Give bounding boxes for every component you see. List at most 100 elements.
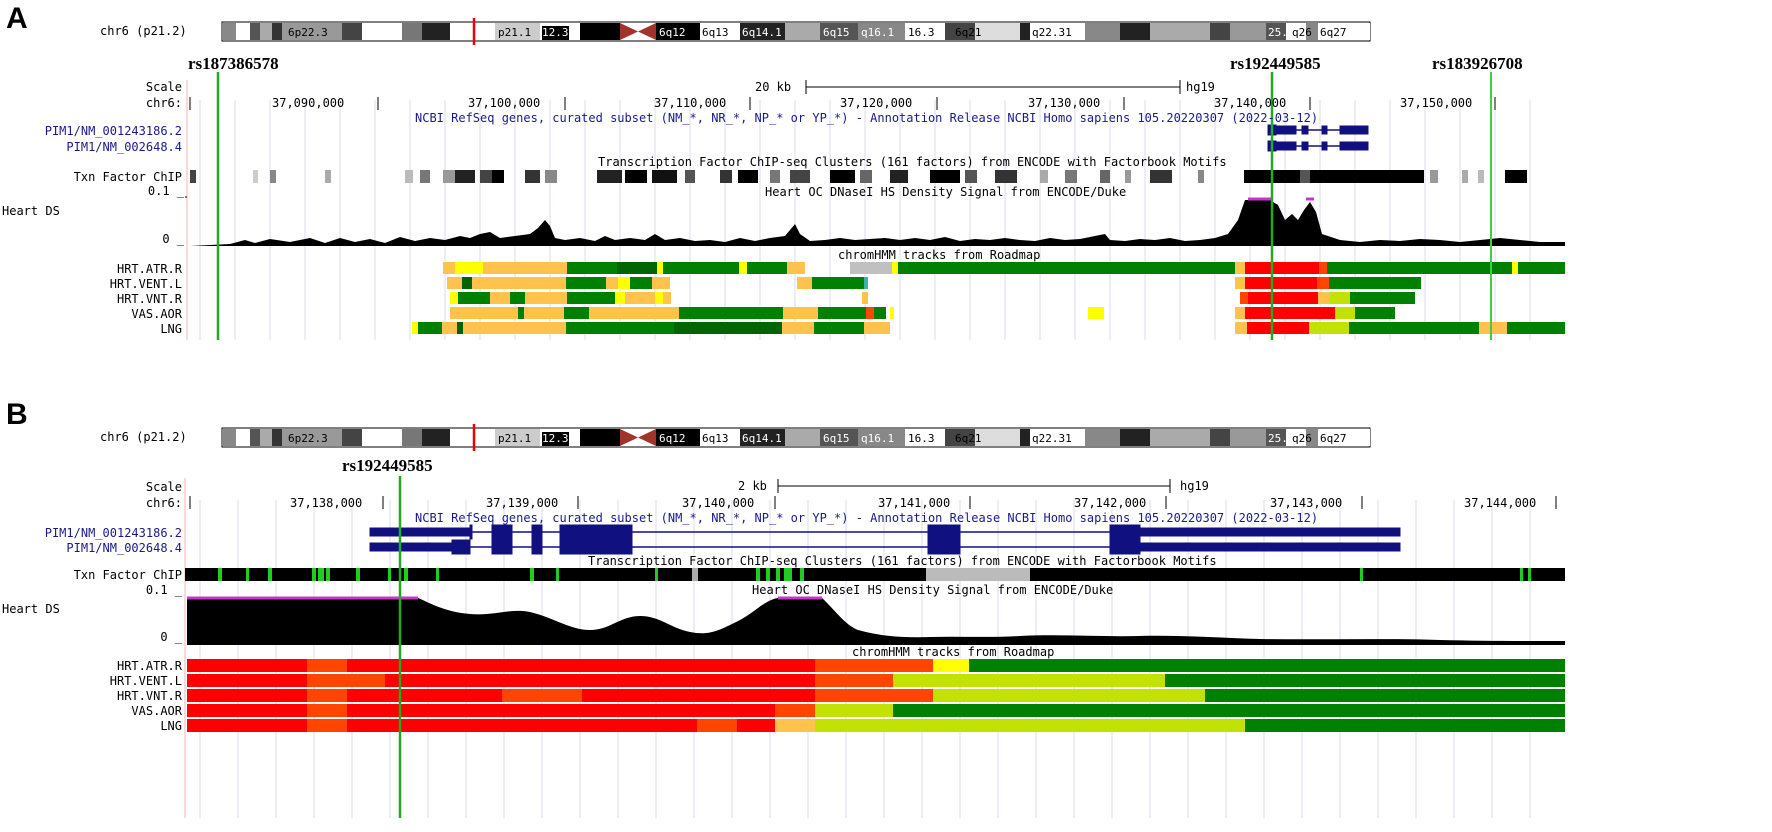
y-axis-max-label: 0.1 _ — [147, 184, 184, 198]
chromhmm-row-hrt-atr-r[interactable] — [187, 659, 1565, 672]
band-label: q26 — [1292, 26, 1312, 39]
tfchip-track-label[interactable]: Txn Factor ChIP — [73, 568, 182, 582]
assembly-label: hg19 — [1186, 80, 1215, 94]
band-label: 12.3 — [542, 26, 569, 40]
tissue-label-hrt-vent-l[interactable]: HRT.VENT.L — [109, 674, 182, 688]
tfchip-track[interactable] — [190, 170, 1527, 183]
band-label: 6q27 — [1320, 26, 1347, 39]
band-label: q16.1 — [861, 26, 895, 39]
band-label: 6p22.3 — [288, 26, 328, 39]
scale-bar — [805, 80, 1181, 94]
heart-ds-track[interactable] — [187, 596, 1565, 645]
tissue-label-vas-aor[interactable]: VAS.AOR — [131, 307, 182, 321]
snp-label-rs192449585: rs192449585 — [1230, 54, 1321, 73]
axis-ticks — [189, 496, 1557, 509]
chromhmm-row-vas-aor[interactable] — [187, 704, 1565, 717]
snp-label-rs192449585: rs192449585 — [342, 456, 433, 475]
chromhmm-row-hrt-vnt-r[interactable] — [187, 689, 1565, 702]
band-label: 6q13 — [702, 26, 729, 39]
band-label: 6q14.1 — [742, 26, 782, 39]
band-label: 6q27 — [1320, 432, 1347, 445]
chromhmm-row-vas-aor[interactable] — [450, 307, 1395, 319]
tissue-label-hrt-vnt-r[interactable]: HRT.VNT.R — [116, 689, 182, 703]
axis-tick-label: 37,138,000 — [290, 496, 363, 510]
y-axis-min-label: 0 _ — [162, 232, 184, 246]
heart-track-label[interactable]: Heart DS — [2, 602, 60, 616]
chrom-axis-label: chr6: — [145, 96, 182, 110]
heart-ds-track[interactable] — [185, 196, 1565, 246]
axis-ticks — [189, 97, 1496, 110]
scale-value: 2 kb — [738, 479, 767, 493]
axis-tick-label: 37,090,000 — [272, 96, 345, 110]
scale-value: 20 kb — [755, 80, 792, 94]
band-label: 6q15 — [823, 26, 850, 39]
band-label: 6q21 — [955, 432, 982, 445]
band-label: 6q12 — [659, 26, 686, 39]
band-label: 6q12 — [659, 432, 686, 445]
axis-tick-label: 37,140,000 — [1214, 96, 1287, 110]
axis-tick-label: 37,144,000 — [1464, 496, 1537, 510]
band-label: 6p22.3 — [288, 432, 328, 445]
tissue-label-lng[interactable]: LNG — [160, 719, 182, 733]
heart-track-title: Heart OC DNaseI HS Density Signal from E… — [765, 185, 1127, 199]
refseq-track-title: NCBI RefSeq genes, curated subset (NM_*,… — [415, 111, 1319, 125]
axis-tick-label: 37,110,000 — [654, 96, 727, 110]
axis-tick-label: 37,120,000 — [840, 96, 913, 110]
band-label: 16.3 — [908, 432, 935, 445]
scale-bar — [777, 479, 1171, 493]
tissue-label-hrt-atr-r[interactable]: HRT.ATR.R — [116, 659, 182, 673]
chromhmm-row-lng[interactable] — [187, 719, 1565, 732]
band-label: 6q21 — [955, 26, 982, 39]
tfchip-track-title: Transcription Factor ChIP-seq Clusters (… — [598, 155, 1227, 169]
band-label: p21.1 — [498, 26, 532, 39]
axis-tick-label: 37,150,000 — [1400, 96, 1473, 110]
panel-letter: B — [6, 398, 28, 431]
assembly-label: hg19 — [1180, 479, 1209, 493]
band-label: 12.3 — [542, 432, 569, 446]
tissue-label-hrt-vnt-r[interactable]: HRT.VNT.R — [116, 292, 182, 306]
axis-tick-label: 37,141,000 — [878, 496, 951, 510]
gene-label-nm-002648[interactable]: PIM1/NM_002648.4 — [66, 140, 182, 154]
gene-label-nm-002648[interactable]: PIM1/NM_002648.4 — [66, 541, 182, 555]
band-label: 6q15 — [823, 432, 850, 445]
axis-tick-label: 37,140,000 — [682, 496, 755, 510]
tissue-label-hrt-vent-l[interactable]: HRT.VENT.L — [109, 277, 182, 291]
tissue-label-vas-aor[interactable]: VAS.AOR — [131, 704, 182, 718]
band-label: q16.1 — [861, 432, 895, 445]
chromosome-ideogram[interactable] — [221, 424, 1371, 451]
gene-model-pim1-a[interactable] — [369, 524, 1401, 540]
tfchip-track-title: Transcription Factor ChIP-seq Clusters (… — [588, 554, 1217, 568]
panel-letter: A — [6, 2, 28, 35]
band-label: 25.3 — [1268, 26, 1295, 39]
chromosome-ideogram[interactable] — [221, 18, 1371, 45]
tissue-label-lng[interactable]: LNG — [160, 322, 182, 336]
ideogram-label: chr6 (p21.2) — [100, 430, 187, 444]
chromhmm-row-lng[interactable] — [412, 322, 1565, 334]
gene-model-pim1-b[interactable] — [369, 539, 1401, 555]
chromhmm-row-hrt-atr-r[interactable] — [443, 262, 1565, 274]
gene-label-nm-001243186[interactable]: PIM1/NM_001243186.2 — [44, 526, 182, 540]
axis-tick-label: 37,130,000 — [1028, 96, 1101, 110]
band-label: q22.31 — [1032, 26, 1072, 39]
tissue-label-hrt-atr-r[interactable]: HRT.ATR.R — [116, 262, 182, 276]
scale-label: Scale — [145, 480, 182, 494]
band-label: 6q13 — [702, 432, 729, 445]
tfchip-track-label[interactable]: Txn Factor ChIP — [73, 170, 182, 184]
y-axis-max-label: 0.1 _ — [145, 583, 182, 597]
refseq-track-title: NCBI RefSeq genes, curated subset (NM_*,… — [415, 511, 1319, 525]
axis-tick-label: 37,139,000 — [486, 496, 559, 510]
chromhmm-track-title: chromHMM tracks from Roadmap — [852, 645, 1055, 659]
chromhmm-row-hrt-vnt-r[interactable] — [450, 292, 1415, 304]
heart-track-label[interactable]: Heart DS — [2, 204, 60, 218]
snp-label-rs183926708: rs183926708 — [1432, 54, 1523, 73]
band-label: 25.3 — [1268, 432, 1295, 445]
heart-track-title: Heart OC DNaseI HS Density Signal from E… — [752, 583, 1114, 597]
gene-label-nm-001243186[interactable]: PIM1/NM_001243186.2 — [44, 124, 182, 138]
tfchip-track[interactable] — [185, 568, 1565, 581]
snp-label-rs187386578: rs187386578 — [188, 54, 279, 73]
chrom-axis-label: chr6: — [145, 496, 182, 510]
chromhmm-row-hrt-vent-l[interactable] — [187, 674, 1565, 687]
chromhmm-row-hrt-vent-l[interactable] — [447, 277, 1421, 289]
